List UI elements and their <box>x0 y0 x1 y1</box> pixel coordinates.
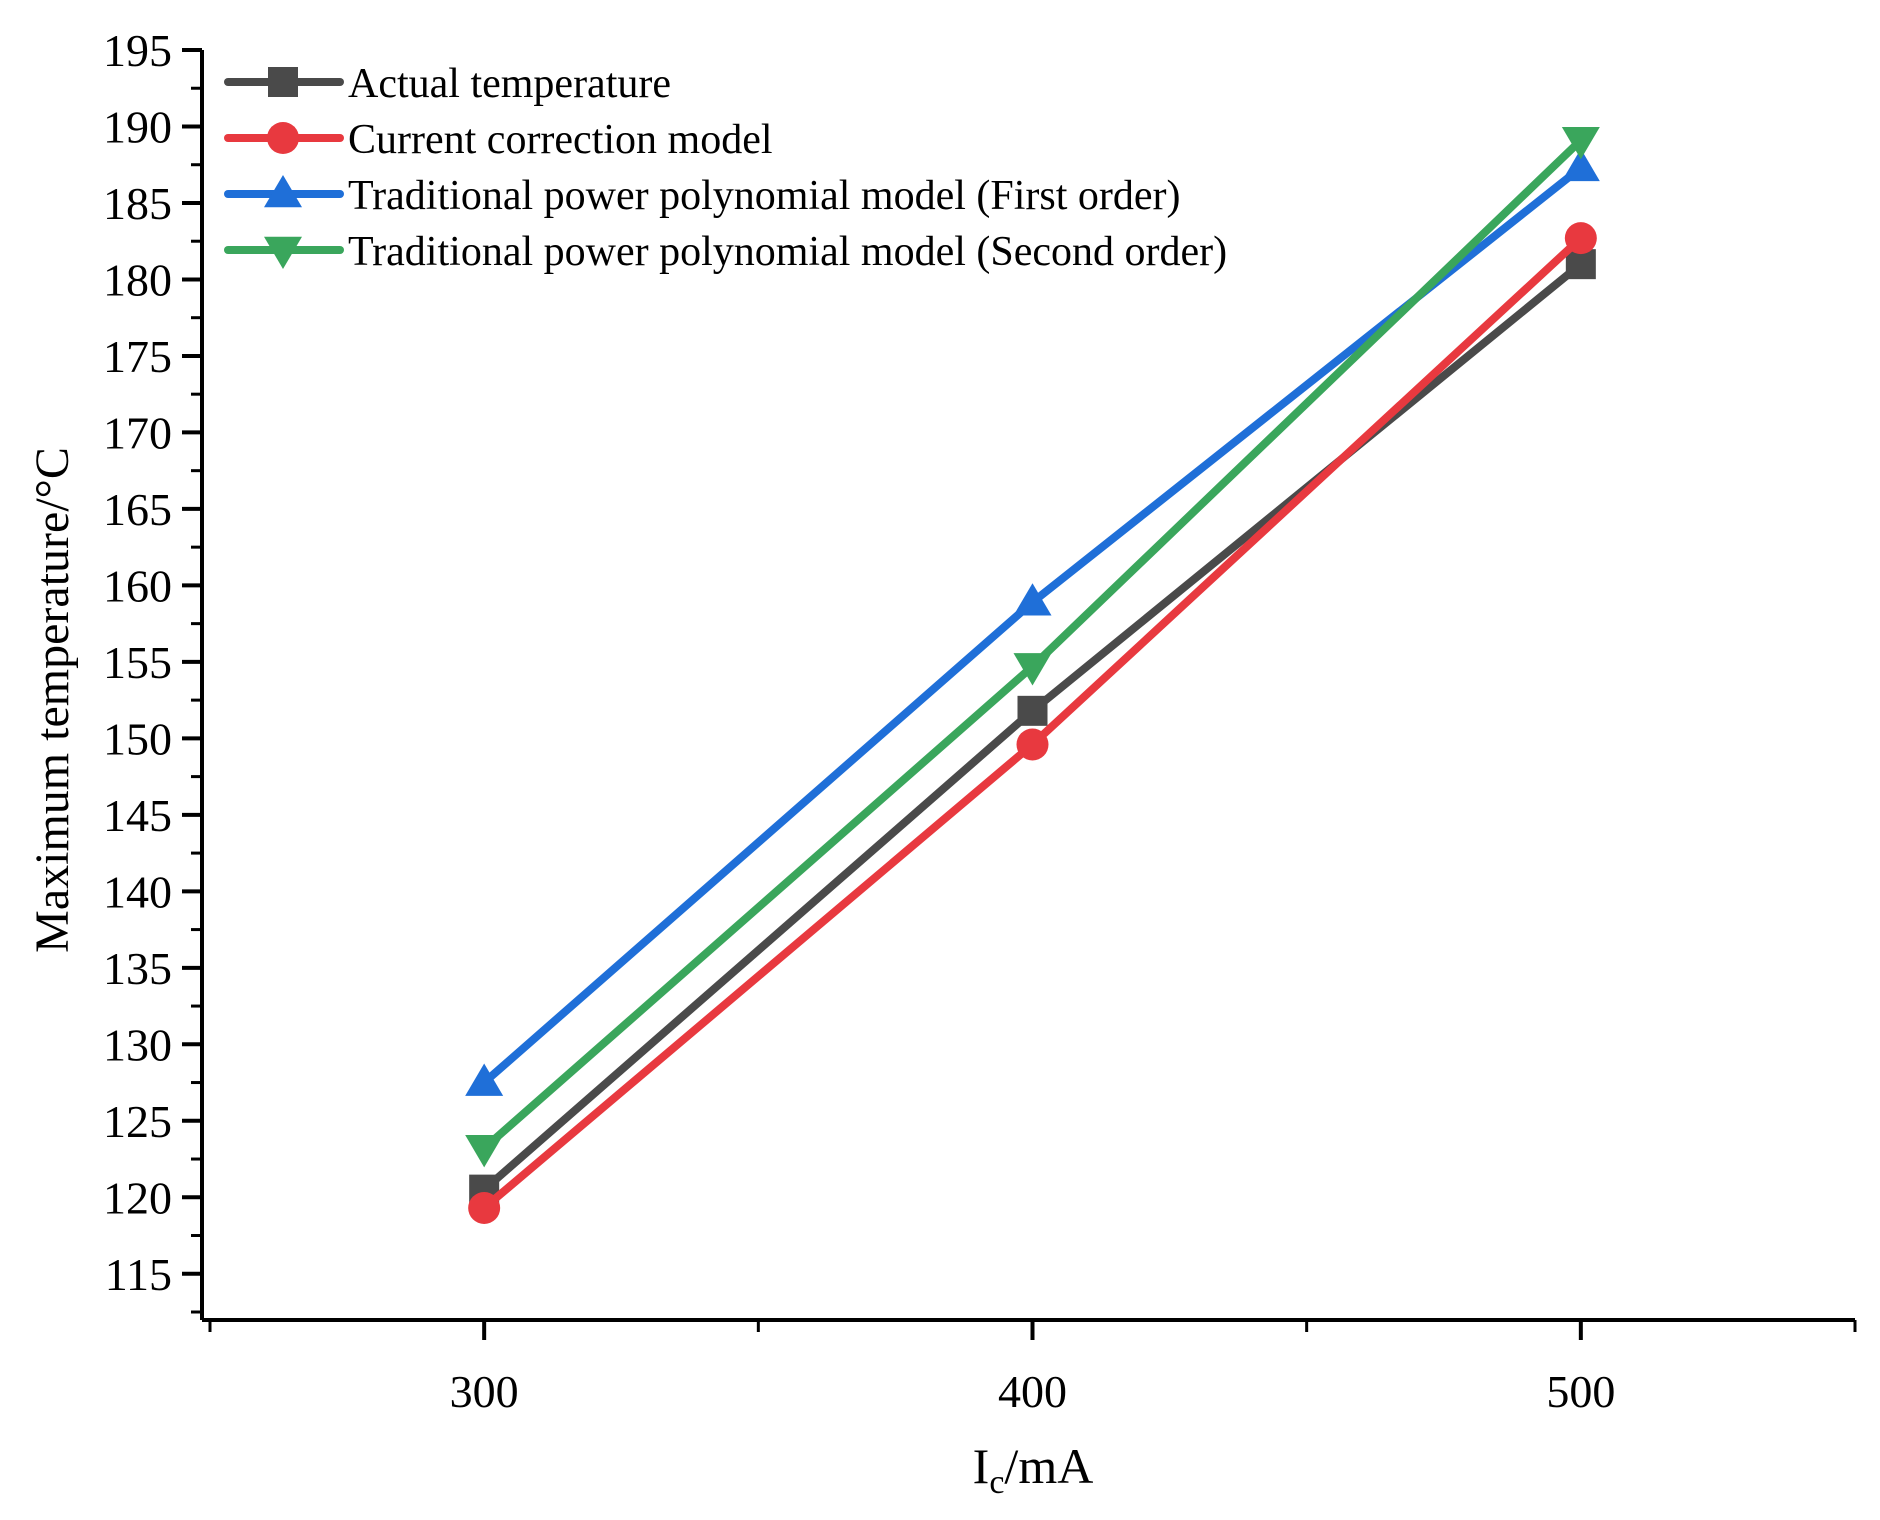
series-4-point-500 <box>1561 126 1600 160</box>
y-tick-label-145: 145 <box>103 790 172 841</box>
y-tick-label-170: 170 <box>103 407 172 458</box>
y-tick-label-155: 155 <box>103 637 172 688</box>
x-axis-label-main: I <box>973 1438 990 1494</box>
series-2 <box>468 222 1597 1224</box>
legend-marker <box>264 175 302 208</box>
series-2-point-400 <box>1016 728 1049 761</box>
series-3-line <box>480 163 1585 1087</box>
legend-marker <box>267 122 299 154</box>
legend-marker <box>264 236 302 269</box>
legend-label: Actual temperature <box>348 61 671 107</box>
x-axis-label-unit: /mA <box>1004 1438 1093 1494</box>
y-tick-label-165: 165 <box>103 484 172 535</box>
y-tick-label-115: 115 <box>105 1249 172 1300</box>
y-tick-label-185: 185 <box>103 178 172 229</box>
series-2-point-300 <box>468 1191 501 1224</box>
y-tick-label-190: 190 <box>103 101 172 152</box>
legend-label: Traditional power polynomial model (Seco… <box>348 229 1227 275</box>
y-tick-label-175: 175 <box>103 331 172 382</box>
y-tick-label-135: 135 <box>103 943 172 994</box>
y-tick-label-130: 130 <box>103 1019 172 1070</box>
y-tick-label-125: 125 <box>103 1096 172 1147</box>
plot-area <box>465 126 1600 1224</box>
y-tick-label-195: 195 <box>103 25 172 76</box>
axes: 115 120 125 130 135 140 145 150 155 160 165 170 175 1… <box>103 25 1857 1417</box>
series-3-point-400 <box>1013 583 1052 616</box>
series-4 <box>465 126 1600 1168</box>
series-4-point-300 <box>465 1135 504 1168</box>
legend: Actual temperature Current correction mod… <box>224 61 1227 275</box>
legend-item-2: Current correction model <box>224 117 773 163</box>
legend-label: Current correction model <box>348 117 773 163</box>
series-1 <box>469 249 1596 1205</box>
legend-marker <box>268 67 298 97</box>
y-axis-label: Maximum temperature/°C <box>26 447 79 953</box>
legend-item-4: Traditional power polynomial model (Seco… <box>224 229 1227 275</box>
legend-item-3: Traditional power polynomial model (Firs… <box>224 173 1181 219</box>
y-tick-label-140: 140 <box>103 866 172 917</box>
legend-label: Traditional power polynomial model (Firs… <box>348 173 1181 219</box>
series-2-point-500 <box>1564 222 1597 255</box>
series-3-point-300 <box>465 1063 504 1096</box>
x-tick-label-400: 400 <box>998 1366 1067 1417</box>
x-axis-label: Ic/mA <box>973 1438 1094 1501</box>
series-3-point-500 <box>1561 148 1600 182</box>
y-tick-label-120: 120 <box>103 1172 172 1223</box>
x-tick-label-500: 500 <box>1546 1366 1615 1417</box>
series-1-point-500 <box>1565 249 1596 280</box>
series-4-line <box>480 136 1585 1153</box>
series-1-point-400 <box>1017 695 1048 726</box>
x-axis-label-subscript: c <box>989 1464 1004 1501</box>
x-tick-label-300: 300 <box>450 1366 519 1417</box>
series-1-line <box>480 260 1585 1194</box>
legend-item-1: Actual temperature <box>224 61 671 107</box>
series-4-point-400 <box>1013 653 1052 686</box>
y-tick-label-150: 150 <box>103 713 172 764</box>
y-tick-label-180: 180 <box>103 254 172 305</box>
y-tick-label-160: 160 <box>103 560 172 611</box>
